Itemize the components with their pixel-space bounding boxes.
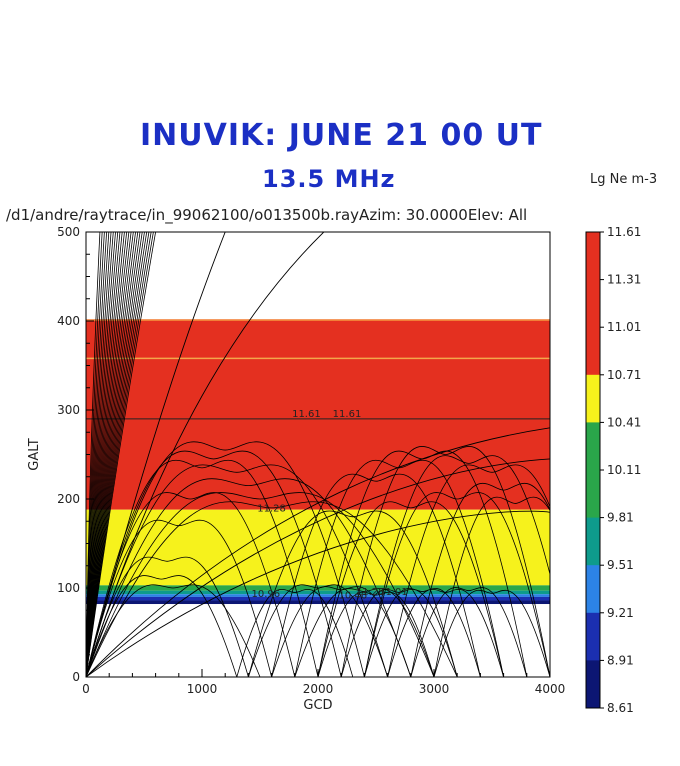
density-band	[86, 600, 550, 605]
colorbar-tick-label: 11.61	[607, 225, 641, 239]
contour-label: 10.96	[251, 589, 280, 600]
y-tick-label: 100	[57, 581, 80, 595]
ray-path	[294, 588, 435, 677]
x-tick-label: 4000	[535, 682, 566, 696]
ray-path	[86, 510, 550, 677]
y-axis-title: GALT	[27, 438, 42, 470]
colorbar-segment	[586, 565, 600, 614]
colorbar-tick-label: 8.61	[607, 701, 634, 715]
ray-path	[86, 478, 412, 677]
density-band	[86, 319, 550, 321]
colorbar-segment	[586, 374, 600, 423]
colorbar-segment	[586, 327, 600, 376]
colorbar-tick-label: 10.11	[607, 463, 641, 477]
contour-label: 11.28	[257, 503, 286, 514]
ray-path	[86, 232, 156, 677]
density-band	[86, 596, 550, 601]
ray-path	[410, 482, 550, 677]
ray-path	[248, 584, 388, 677]
ray-path	[271, 473, 481, 677]
ray-path	[433, 589, 550, 677]
ray-path	[317, 591, 435, 677]
chart-title: INUVIK: JUNE 21 00 UT	[140, 118, 543, 153]
y-tick-label: 300	[57, 403, 80, 417]
ray-path	[433, 496, 550, 677]
colorbar-tick-label: 9.51	[607, 558, 634, 572]
y-tick-label: 500	[57, 225, 80, 239]
colorbar-tick-label: 11.31	[607, 273, 641, 287]
colorbar-tick-label: 8.91	[607, 653, 634, 667]
contour-label: 11.61	[292, 409, 321, 420]
ray-path	[86, 575, 238, 677]
ray-path	[86, 492, 435, 677]
y-tick-label: 400	[57, 314, 80, 328]
ray-path	[364, 492, 550, 677]
ray-path	[294, 459, 504, 677]
colorbar-segment	[586, 422, 600, 471]
ray-path	[86, 519, 272, 677]
colorbar-segment	[586, 517, 600, 566]
colorbar-tick-label: 9.21	[607, 606, 634, 620]
ray-path	[410, 587, 528, 677]
density-band	[86, 590, 550, 595]
x-axis-title: GCD	[303, 698, 332, 713]
ray-path	[317, 501, 504, 677]
ray-path	[236, 589, 354, 677]
ray-path	[86, 459, 319, 677]
y-tick-label: 0	[72, 670, 80, 684]
colorbar-segment	[586, 279, 600, 328]
ray-path	[248, 510, 458, 677]
ray-path	[86, 584, 261, 677]
colorbar-segment	[586, 612, 600, 661]
y-tick-label: 200	[57, 492, 80, 506]
colorbar-segment	[586, 232, 600, 281]
colorbar-title: Lg Ne m-3	[590, 172, 658, 187]
ray-path	[340, 589, 458, 677]
axis-ticks: 0 1000 2000 3000 4000 0 100 200 300 400 500	[57, 225, 565, 696]
ray-paths	[86, 232, 550, 677]
colorbar-tick-label: 11.01	[607, 320, 641, 334]
density-bands	[86, 319, 550, 605]
x-tick-label: 1000	[187, 682, 218, 696]
x-tick-label: 2000	[303, 682, 334, 696]
colorbar-segment	[586, 660, 600, 709]
colorbar-tick-label: 9.81	[607, 511, 634, 525]
colorbar: 11.61 11.31 11.01 10.71 10.41 10.11 9.81 9.51 9.…	[585, 225, 641, 715]
ray-path	[86, 427, 550, 677]
colorbar-tick-label: 10.41	[607, 415, 641, 429]
ray-path	[86, 464, 388, 677]
ray-path	[86, 556, 249, 677]
x-tick-label: 3000	[419, 682, 450, 696]
contour-label: 11.61	[333, 409, 362, 420]
density-band	[86, 594, 550, 597]
ray-path	[86, 492, 296, 677]
ray-path	[86, 458, 550, 677]
ray-path	[86, 501, 458, 677]
colorbar-tick-label: 10.71	[607, 368, 641, 382]
contour-label: 11.28	[356, 587, 385, 598]
ray-path	[86, 441, 365, 677]
contour-label: 11.01	[379, 587, 408, 598]
ray-path	[364, 588, 481, 677]
ray-path	[387, 464, 550, 677]
colorbar-segment	[586, 470, 600, 519]
ray-path	[364, 455, 550, 677]
ray-path	[86, 450, 342, 677]
file-path-label: /d1/andre/raytrace/in_99062100/o013500b.…	[6, 206, 528, 224]
chart-subtitle: 13.5 MHz	[262, 165, 396, 193]
contour-label: 10.46	[338, 591, 367, 602]
x-tick-label: 0	[82, 682, 90, 696]
